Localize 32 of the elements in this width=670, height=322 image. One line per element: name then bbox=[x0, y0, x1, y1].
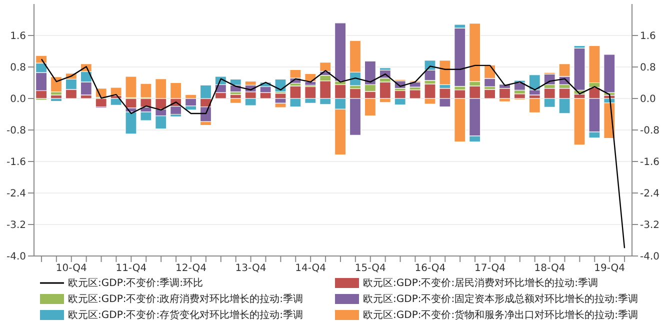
x-tick-label: 12-Q4 bbox=[176, 263, 206, 274]
y2-tick-label: -1.6 bbox=[640, 157, 660, 168]
legend-label: 欧元区:GDP:不变价:居民消费对环比增长的拉动:季调 bbox=[363, 276, 598, 290]
y-tick-label: -2.4 bbox=[6, 188, 26, 200]
y2-tick-label: 0.0 bbox=[640, 94, 656, 106]
x-tick-label: 16-Q4 bbox=[414, 263, 446, 274]
x-tick-label: 18-Q4 bbox=[534, 263, 566, 274]
legend-label: 欧元区:GDP:不变价:货物和服务净出口对环比增长的拉动:季调 bbox=[363, 308, 638, 322]
legend-label: 欧元区:GDP:不变价:政府消费对环比增长的拉动:季调 bbox=[68, 292, 303, 306]
x-tick-label: 17-Q4 bbox=[474, 263, 506, 274]
legend-label: 欧元区:GDP:不变价:存货变化对环比增长的拉动:季调 bbox=[68, 308, 303, 322]
x-tick-label: 19-Q4 bbox=[594, 263, 626, 274]
x-tick-label: 13-Q4 bbox=[235, 263, 266, 274]
y-tick-label: -3.2 bbox=[6, 220, 26, 232]
x-tick-label: 14-Q4 bbox=[295, 263, 326, 274]
y2-tick-label: -0.8 bbox=[640, 126, 660, 137]
y-tick-label: -4.0 bbox=[6, 252, 26, 263]
y2-tick-label: -2.4 bbox=[640, 188, 660, 200]
y-tick-label: -1.6 bbox=[6, 157, 26, 168]
y-tick-label: 0.0 bbox=[10, 94, 26, 106]
y2-tick-label: -4.0 bbox=[640, 252, 660, 263]
y2-tick-label: 0.8 bbox=[640, 62, 656, 74]
legend-label: 欧元区:GDP:不变价:固定资本形成总额对环比增长的拉动:季调 bbox=[363, 292, 638, 306]
legend-label: 欧元区:GDP:不变价:季调:环比 bbox=[68, 276, 203, 290]
x-tick-label: 10-Q4 bbox=[56, 263, 87, 274]
x-tick-label: 11-Q4 bbox=[116, 263, 147, 274]
y-tick-label: -0.8 bbox=[6, 126, 26, 137]
y2-tick-label: -3.2 bbox=[640, 220, 660, 232]
x-tick-label: 15-Q4 bbox=[354, 263, 386, 274]
y2-tick-label: 1.6 bbox=[640, 31, 656, 42]
y-tick-label: 1.6 bbox=[10, 31, 26, 42]
y-tick-label: 0.8 bbox=[10, 62, 26, 74]
